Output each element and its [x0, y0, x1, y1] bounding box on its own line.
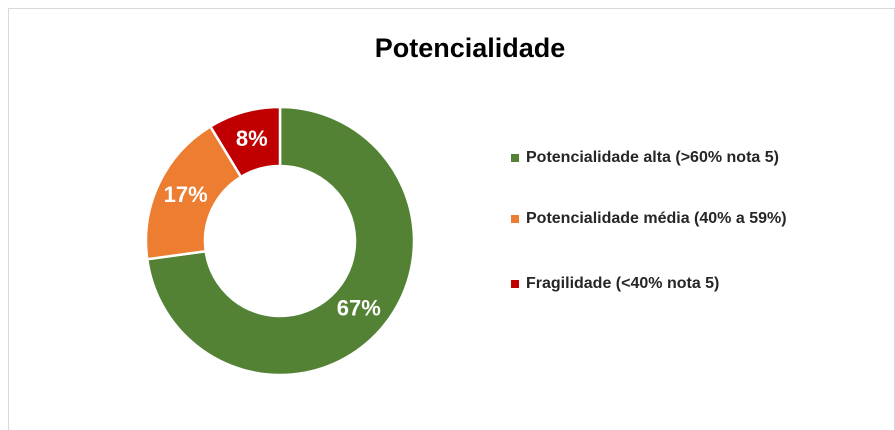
legend-swatch [511, 154, 519, 162]
donut-slice [145, 105, 416, 377]
data-label: 8% [236, 126, 268, 151]
legend-label: Fragilidade (<40% nota 5) [526, 275, 719, 292]
data-label: 17% [164, 182, 208, 207]
chart-title: Potencialidade [375, 33, 566, 63]
legend-swatch [511, 280, 519, 288]
legend-swatch [511, 215, 519, 223]
legend-label: Potencialidade alta (>60% nota 5) [526, 149, 779, 166]
donut-slice [208, 105, 282, 179]
data-label: 67% [337, 295, 381, 320]
legend-label: Potencialidade média (40% a 59%) [526, 210, 787, 227]
